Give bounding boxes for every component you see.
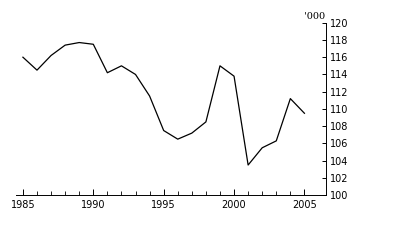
Text: '000: '000 <box>304 12 326 21</box>
